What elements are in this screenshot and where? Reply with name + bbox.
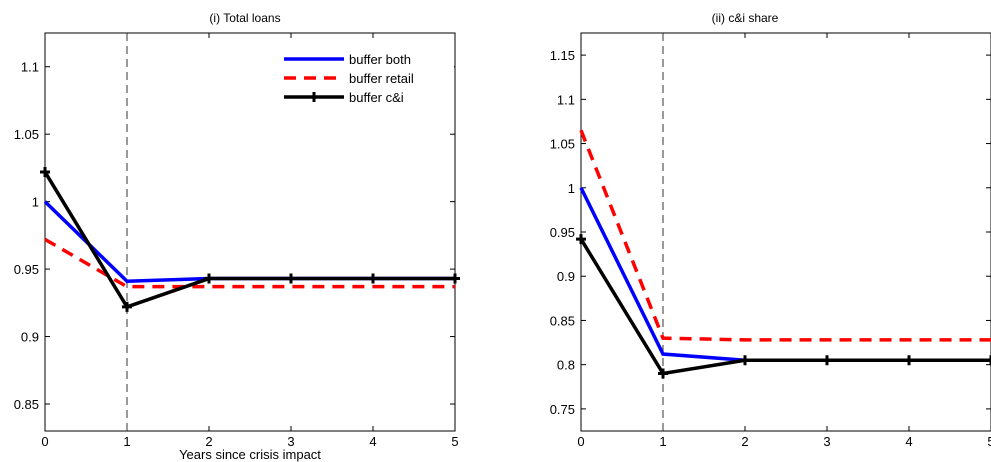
data-point-marker (740, 355, 750, 366)
y-tick-label: 0.9 (557, 269, 575, 284)
series-group (576, 129, 991, 379)
y-tick-label: 0.85 (550, 313, 575, 328)
x-tick-label: 3 (823, 434, 830, 449)
y-tick-label: 1.05 (14, 127, 39, 142)
data-point-marker (904, 355, 914, 366)
panel-title: (ii) c&i share (712, 11, 779, 25)
panel-ci-share: (ii) c&i share 0 1 2 3 4 5 0.75 0.8 0.85 0.9 0.95 1… (550, 11, 991, 449)
data-point-marker (204, 273, 214, 284)
y-tick-label: 0.75 (550, 402, 575, 417)
legend-item-buffer-both: buffer both (284, 52, 411, 67)
data-point-marker (40, 166, 50, 177)
legend-label: buffer both (349, 52, 411, 67)
y-tick-label: 1.15 (550, 48, 575, 63)
series-line-buffer-c-i (579, 238, 991, 376)
y-tick-label: 0.8 (557, 358, 575, 373)
y-tick-label: 1.1 (557, 92, 575, 107)
axis-ticks: 0 1 2 3 4 5 0.85 0.9 0.95 1 1.05 1.1 (14, 33, 459, 449)
legend: buffer both buffer retail buffer c&i (278, 44, 454, 114)
series-line-buffer-retail (579, 129, 991, 342)
data-point-marker (658, 368, 668, 379)
y-tick-label: 0.95 (550, 225, 575, 240)
x-tick-label: 5 (451, 434, 458, 449)
data-point-marker (286, 273, 296, 284)
x-tick-label: 4 (905, 434, 912, 449)
y-tick-label: 1.05 (550, 137, 575, 152)
y-tick-label: 1.1 (21, 60, 39, 75)
legend-label: buffer retail (349, 71, 414, 86)
data-point-marker (368, 273, 378, 284)
x-tick-label: 1 (659, 434, 666, 449)
panel-total-loans: (i) Total loans 0 1 2 3 4 5 0.85 0.9 0.95 1 1.05 1.… (14, 11, 460, 462)
legend-item-buffer-ci: buffer c&i (284, 90, 404, 105)
data-point-marker (450, 273, 460, 284)
legend-label: buffer c&i (349, 90, 404, 105)
x-tick-label: 5 (987, 434, 991, 449)
x-tick-label: 0 (577, 434, 584, 449)
y-tick-label: 0.95 (14, 262, 39, 277)
data-point-marker (122, 301, 132, 312)
x-tick-label: 3 (287, 434, 294, 449)
x-tick-label: 2 (205, 434, 212, 449)
series-line-buffer-c-i (43, 171, 455, 309)
series-group (40, 166, 460, 312)
data-point-marker (576, 234, 586, 245)
y-tick-label: 0.9 (21, 330, 39, 345)
x-tick-label: 2 (741, 434, 748, 449)
legend-marker (309, 92, 319, 102)
legend-item-buffer-retail: buffer retail (284, 71, 414, 86)
y-tick-label: 0.85 (14, 397, 39, 412)
data-point-marker (822, 355, 832, 366)
x-tick-label: 1 (123, 434, 130, 449)
axis-ticks: 0 1 2 3 4 5 0.75 0.8 0.85 0.9 0.95 1 1.05 1.1 1.15 (550, 33, 991, 449)
y-tick-label: 1 (32, 195, 39, 210)
x-axis-label: Years since crisis impact (179, 447, 321, 462)
x-tick-label: 0 (41, 434, 48, 449)
y-tick-label: 1 (568, 181, 575, 196)
x-tick-label: 4 (369, 434, 376, 449)
panel-title: (i) Total loans (209, 11, 280, 25)
data-point-marker (986, 355, 991, 366)
plot-frame (580, 32, 991, 432)
